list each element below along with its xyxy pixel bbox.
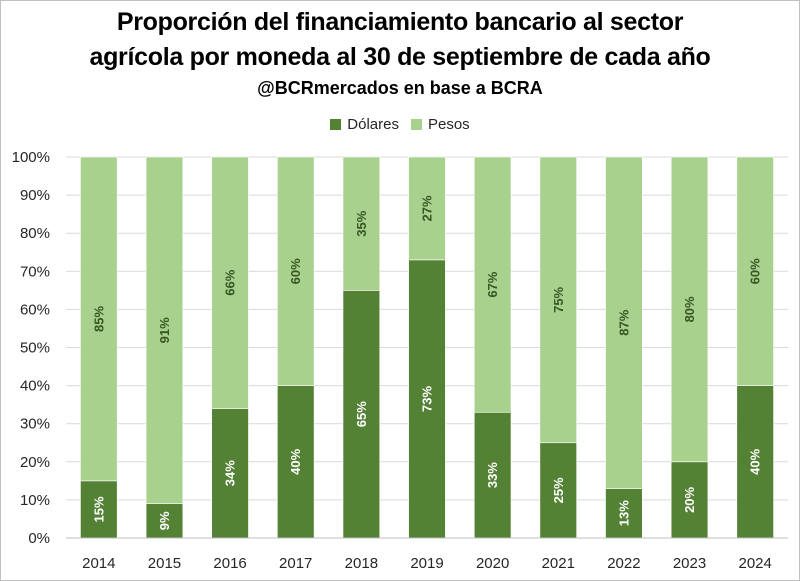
data-label-pesos: 67% — [485, 271, 500, 297]
data-label-dolares: 33% — [485, 462, 500, 488]
x-tick-label: 2021 — [542, 555, 575, 572]
bar-segment-dolares — [211, 408, 249, 539]
bar-segment-pesos — [342, 156, 381, 291]
bar-segment-dolares — [80, 480, 118, 539]
y-tick-label: 70% — [20, 263, 50, 280]
data-label-pesos: 60% — [288, 258, 303, 284]
legend-item-pesos: Pesos — [410, 116, 470, 133]
data-label-dolares: 40% — [748, 448, 763, 474]
chart-title-line-2: agrícola por moneda al 30 de septiembre … — [89, 43, 711, 71]
y-tick-label: 10% — [20, 492, 50, 509]
legend-label-dolares: Dólares — [347, 116, 399, 133]
chart-title-line-1: Proporción del financiamiento bancario a… — [116, 8, 684, 36]
bar-segment-pesos — [277, 156, 315, 386]
y-tick-label: 30% — [20, 416, 50, 433]
bar-segment-pesos — [408, 156, 446, 261]
legend-item-dolares: Dólares — [330, 116, 399, 133]
data-label-dolares: 65% — [354, 401, 369, 427]
data-label-dolares: 9% — [157, 511, 172, 530]
data-label-dolares: 25% — [551, 477, 566, 503]
x-tick-label: 2016 — [213, 555, 246, 572]
legend-swatch-dolares — [330, 119, 342, 130]
bar-segment-dolares — [670, 461, 709, 539]
data-label-dolares: 13% — [616, 500, 631, 526]
y-tick-label: 40% — [20, 378, 50, 395]
data-label-pesos: 27% — [420, 195, 435, 221]
x-tick-label: 2018 — [345, 555, 378, 572]
data-label-dolares: 20% — [682, 486, 697, 512]
data-label-dolares: 40% — [288, 448, 303, 474]
data-label-pesos: 80% — [682, 296, 697, 322]
data-label-pesos: 91% — [157, 317, 172, 343]
data-label-dolares: 73% — [420, 385, 435, 411]
x-tick-label: 2024 — [738, 555, 771, 572]
bar-segment-dolares — [473, 411, 512, 539]
y-tick-label: 50% — [20, 340, 50, 357]
bar-segment-dolares — [736, 385, 774, 539]
data-label-pesos: 60% — [748, 258, 763, 284]
x-tick-label: 2015 — [148, 555, 181, 572]
bar-segment-pesos — [736, 156, 774, 386]
legend-label-pesos: Pesos — [427, 116, 470, 133]
data-label-dolares: 15% — [91, 496, 106, 522]
bar-segment-dolares — [277, 385, 315, 539]
data-label-pesos: 85% — [91, 305, 106, 331]
data-label-pesos: 35% — [354, 210, 369, 236]
bar-segment-pesos — [605, 156, 643, 489]
chart-subtitle: @BCRmercados en base a BCRA — [257, 78, 543, 98]
x-tick-label: 2019 — [410, 555, 443, 572]
y-tick-label: 60% — [20, 301, 50, 318]
y-tick-label: 100% — [12, 149, 50, 166]
chart-legend: Dólares Pesos — [0, 116, 800, 133]
legend-swatch-pesos — [410, 119, 422, 130]
data-label-pesos: 66% — [223, 269, 238, 295]
data-label-pesos: 87% — [616, 309, 631, 335]
data-label-dolares: 34% — [223, 460, 238, 486]
x-tick-label: 2023 — [673, 555, 706, 572]
bar-segment-pesos — [145, 156, 184, 505]
y-tick-label: 20% — [20, 454, 50, 471]
x-tick-label: 2014 — [82, 555, 115, 572]
x-tick-label: 2017 — [279, 555, 312, 572]
bar-segment-pesos — [670, 156, 709, 463]
bar-segment-dolares — [145, 503, 184, 539]
bar-segment-dolares — [605, 488, 643, 539]
bar-segment-dolares — [342, 290, 381, 539]
bar-segment-pesos — [211, 156, 249, 409]
x-tick-label: 2022 — [607, 555, 640, 572]
x-tick-label: 2020 — [476, 555, 509, 572]
bar-segment-pesos — [80, 156, 118, 482]
bar-segment-pesos — [539, 156, 577, 444]
y-tick-label: 0% — [28, 530, 50, 547]
y-tick-label: 80% — [20, 225, 50, 242]
data-label-pesos: 75% — [551, 286, 566, 312]
bar-segment-pesos — [473, 156, 512, 413]
y-tick-label: 90% — [20, 187, 50, 204]
